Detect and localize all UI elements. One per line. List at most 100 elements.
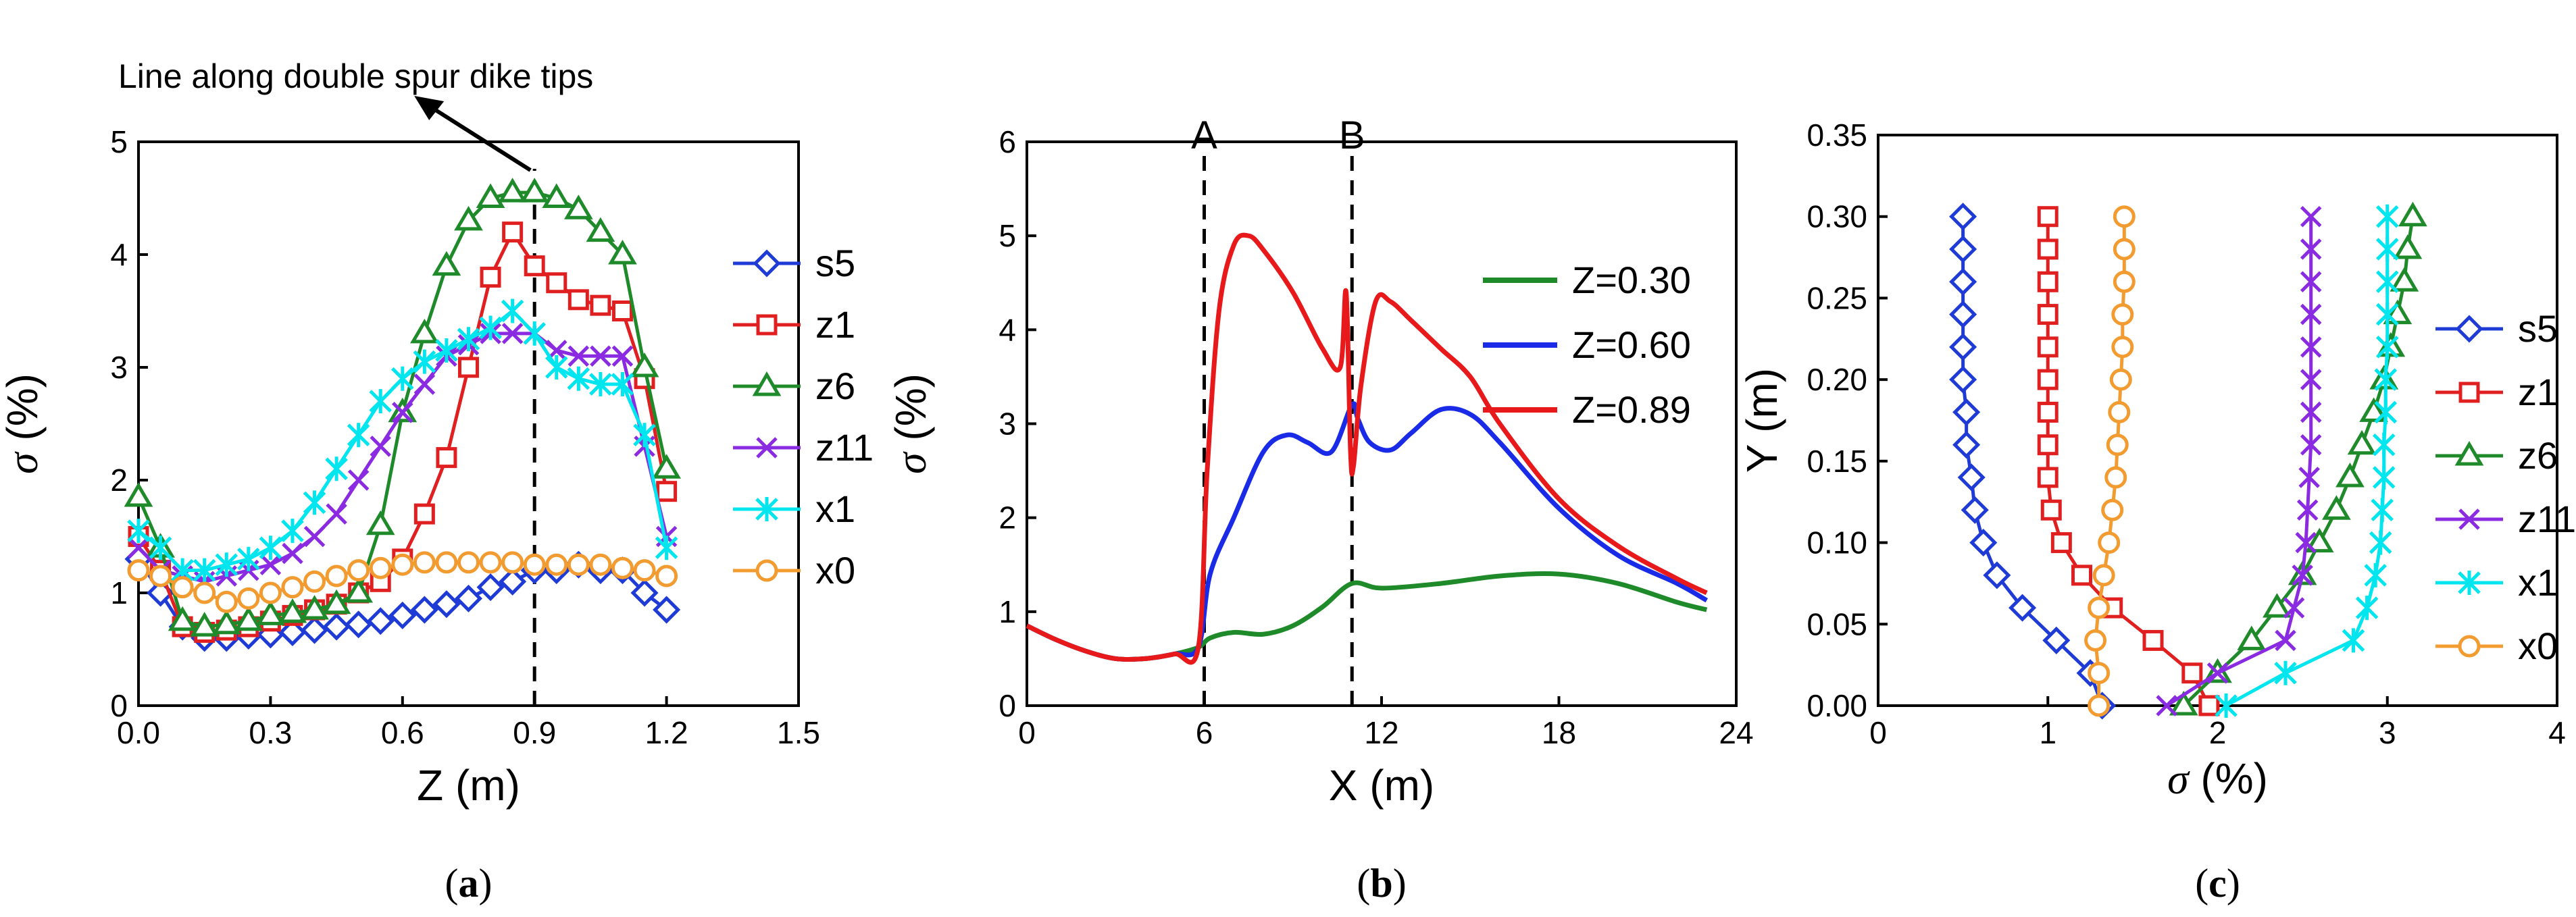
data-point <box>1949 203 1977 231</box>
series-z-0-60 <box>1026 401 1709 662</box>
data-point <box>498 178 527 203</box>
x-tick-label: 1.2 <box>645 715 688 750</box>
data-point <box>2037 336 2059 358</box>
x-tick-label: 0.3 <box>249 715 292 750</box>
series-line <box>2094 216 2126 706</box>
data-point <box>2109 368 2132 391</box>
legend-item: s5 <box>2435 307 2558 350</box>
data-point <box>410 596 438 624</box>
y-tick-label: 5 <box>110 124 128 159</box>
x-tick-label: 0.0 <box>117 715 160 750</box>
data-point <box>410 318 439 344</box>
data-point <box>237 546 260 571</box>
data-point <box>2393 234 2423 259</box>
data-point <box>1949 235 1977 263</box>
data-point <box>2037 369 2059 390</box>
data-point <box>2181 662 2203 684</box>
panel-label-close: ) <box>479 861 493 906</box>
y-axis-title: Y (m) <box>1738 368 1786 473</box>
legend-item: x0 <box>2435 625 2558 667</box>
data-point <box>2375 269 2399 294</box>
x-tick-label: 0.9 <box>513 715 556 750</box>
data-point <box>563 194 593 219</box>
legend-marker <box>2458 382 2480 403</box>
data-point <box>652 454 681 479</box>
data-point <box>586 217 615 242</box>
data-point <box>457 327 480 352</box>
legend-item: z11 <box>2435 498 2576 540</box>
series-line <box>137 309 669 573</box>
legend-label: z1 <box>2518 371 2558 413</box>
data-point <box>2275 629 2296 652</box>
data-point <box>391 366 414 391</box>
data-point <box>655 535 678 560</box>
data-point <box>2113 270 2136 293</box>
x-tick-label: 24 <box>1719 715 1753 750</box>
y-tick-label: 0.20 <box>1807 362 1867 397</box>
data-point <box>2088 596 2111 619</box>
data-point <box>2113 205 2136 228</box>
series-line <box>1026 232 1708 665</box>
data-point <box>281 519 304 544</box>
data-point <box>567 345 590 367</box>
y-tick-label: 3 <box>110 350 128 385</box>
data-point <box>611 345 634 367</box>
data-point <box>344 578 374 603</box>
data-point <box>2050 532 2072 554</box>
panel-label-letter: c <box>2208 861 2227 906</box>
data-point <box>2037 206 2059 228</box>
data-point <box>2300 434 2322 456</box>
annotation-text: Line along double spur dike tips <box>118 57 593 95</box>
data-point <box>2300 271 2322 293</box>
data-point <box>413 503 435 525</box>
data-point <box>2300 238 2322 260</box>
data-point <box>432 590 461 619</box>
data-point <box>590 294 611 316</box>
data-point <box>458 357 479 378</box>
data-point <box>2300 401 2322 423</box>
data-point <box>2111 336 2134 359</box>
y-tick-label: 4 <box>110 237 128 272</box>
data-point <box>432 251 461 276</box>
x-tick-label: 1 <box>2039 715 2056 750</box>
legend: Z=0.30 Z=0.60 Z=0.89 <box>1483 259 1691 431</box>
data-point <box>435 338 458 363</box>
series-z11 <box>2156 205 2322 716</box>
data-point <box>524 255 545 277</box>
x-tick-label: 0 <box>1869 715 1887 750</box>
legend-label: z1 <box>815 303 855 346</box>
plot-frame <box>1877 134 2558 707</box>
data-point <box>193 558 216 583</box>
data-point <box>215 552 238 577</box>
data-point <box>127 519 150 544</box>
data-point <box>190 612 220 637</box>
x-axis-title: X (m) <box>1329 761 1434 810</box>
data-point <box>502 221 524 243</box>
data-point <box>259 554 282 576</box>
y-axis-unit: (%) <box>886 373 935 452</box>
legend-marker <box>756 437 778 459</box>
y-axis-unit: (%) <box>0 373 47 452</box>
data-point <box>2364 562 2387 587</box>
data-point <box>278 618 307 646</box>
legend-item: Z=0.30 <box>1483 259 1691 301</box>
legend-label: z6 <box>815 365 855 407</box>
data-point <box>630 352 659 377</box>
legend-marker <box>755 497 778 521</box>
data-point <box>347 559 370 582</box>
legend-marker <box>753 249 781 278</box>
data-point <box>2037 271 2059 292</box>
data-point <box>567 289 589 311</box>
panel-label-letter: a <box>459 861 479 906</box>
series-line <box>2225 216 2390 708</box>
data-point <box>2088 694 2111 717</box>
data-point <box>281 576 304 599</box>
data-point <box>259 581 282 604</box>
panel-label-close: ) <box>1393 861 1407 906</box>
y-tick-label: 0.35 <box>1807 117 1867 153</box>
y-axis-symbol: σ <box>0 451 47 474</box>
data-point <box>1961 496 1989 524</box>
series-line <box>1961 216 2104 706</box>
data-point <box>369 556 392 579</box>
